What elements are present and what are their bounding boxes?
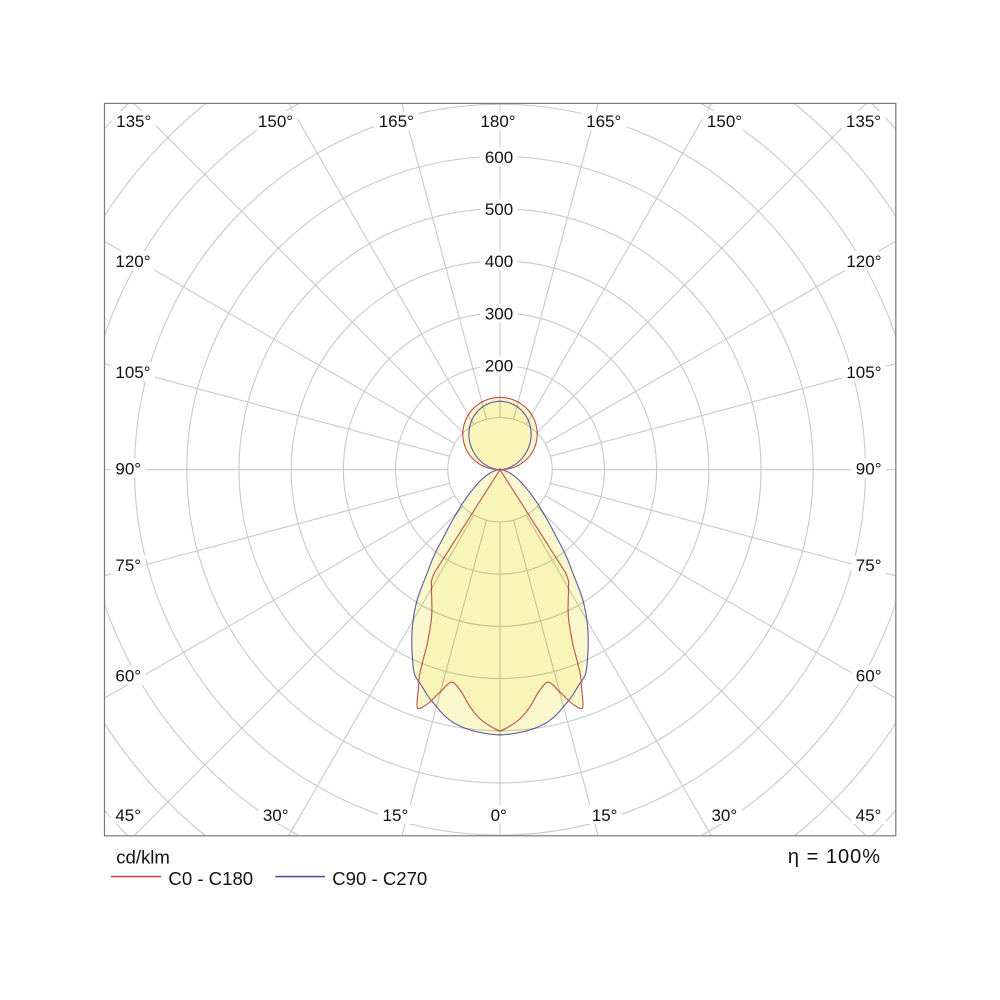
svg-text:15°: 15° <box>592 806 618 825</box>
svg-text:C90 - C270: C90 - C270 <box>332 868 427 889</box>
svg-text:cd/klm: cd/klm <box>116 846 170 867</box>
svg-text:60°: 60° <box>115 667 141 686</box>
svg-text:90°: 90° <box>115 460 141 479</box>
svg-text:105°: 105° <box>115 363 150 382</box>
svg-text:90°: 90° <box>856 460 882 479</box>
svg-text:200: 200 <box>485 357 513 376</box>
svg-text:165°: 165° <box>379 112 414 131</box>
svg-text:60°: 60° <box>856 667 882 686</box>
svg-text:600: 600 <box>485 148 513 167</box>
svg-text:500: 500 <box>485 200 513 219</box>
svg-text:C0 - C180: C0 - C180 <box>168 868 253 889</box>
svg-text:400: 400 <box>485 252 513 271</box>
svg-text:150°: 150° <box>707 112 742 131</box>
svg-text:30°: 30° <box>263 806 289 825</box>
svg-text:75°: 75° <box>115 556 141 575</box>
svg-text:120°: 120° <box>115 252 150 271</box>
svg-text:15°: 15° <box>383 806 409 825</box>
svg-text:135°: 135° <box>846 112 881 131</box>
svg-text:135°: 135° <box>116 112 151 131</box>
svg-text:150°: 150° <box>258 112 293 131</box>
svg-text:180°: 180° <box>480 112 515 131</box>
svg-text:0°: 0° <box>491 806 507 825</box>
svg-text:η = 100%: η = 100% <box>788 846 881 868</box>
svg-text:300: 300 <box>485 304 513 323</box>
svg-text:105°: 105° <box>846 363 881 382</box>
svg-text:120°: 120° <box>846 252 881 271</box>
svg-text:45°: 45° <box>115 806 141 825</box>
svg-text:45°: 45° <box>856 806 882 825</box>
svg-text:75°: 75° <box>856 556 882 575</box>
svg-text:165°: 165° <box>586 112 621 131</box>
svg-text:30°: 30° <box>711 806 737 825</box>
